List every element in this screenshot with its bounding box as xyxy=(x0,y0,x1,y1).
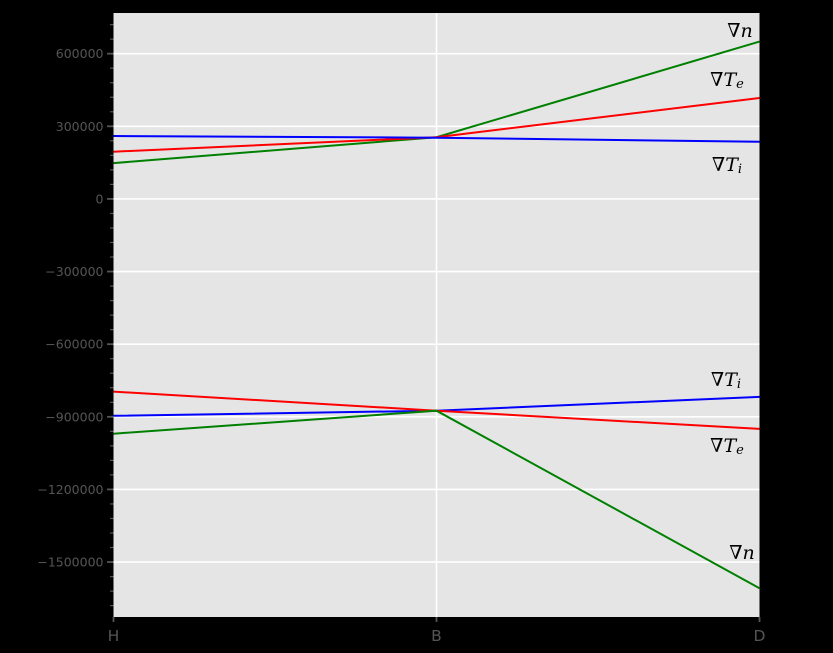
y-tick-label: 300000 xyxy=(56,119,104,134)
x-tick-label: H xyxy=(108,627,120,645)
y-tick-label: 0 xyxy=(96,191,104,206)
x-tick-label: B xyxy=(431,627,442,645)
y-tick-label: 600000 xyxy=(56,46,104,61)
y-tick-label: −600000 xyxy=(45,337,103,352)
label-grad-n-bottom: ∇n xyxy=(729,542,755,564)
y-tick-label: −1500000 xyxy=(37,555,103,570)
y-tick-label: −1200000 xyxy=(37,482,103,497)
y-tick-label: −900000 xyxy=(45,409,103,424)
y-tick-label: −300000 xyxy=(45,264,103,279)
series-line-grad-Ti-top xyxy=(113,135,760,143)
label-grad-Ti-top: ∇Ti xyxy=(712,154,742,177)
label-grad-Ti-bottom: ∇Ti xyxy=(711,369,741,392)
x-tick-label: D xyxy=(754,627,766,645)
series-line-grad-n-bottom xyxy=(113,409,760,590)
label-grad-Te-top: ∇Te xyxy=(710,69,744,92)
label-grad-Te-bottom: ∇Te xyxy=(710,435,744,458)
label-grad-n-top: ∇n xyxy=(727,20,753,42)
